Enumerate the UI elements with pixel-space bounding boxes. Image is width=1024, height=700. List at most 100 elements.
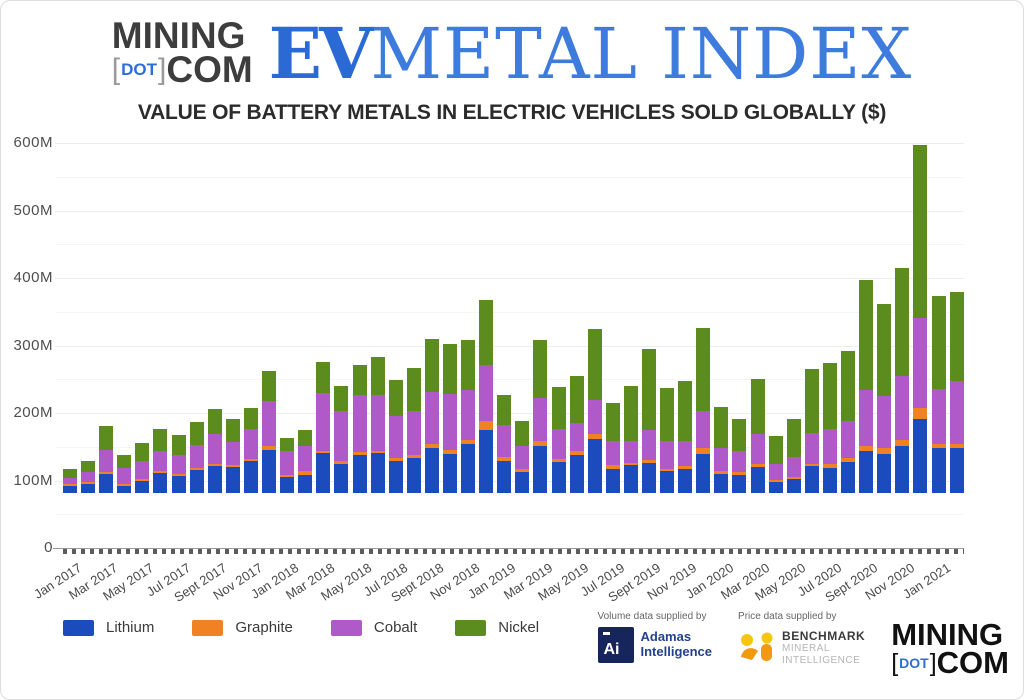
bar-segment-graphite [135,478,150,481]
legend-item-nickel: Nickel [455,619,539,636]
bar-segment-graphite [768,479,783,483]
bar-segment-nickel [569,375,584,424]
bar-segment-nickel [768,436,783,465]
bar-segment-cobalt [949,380,964,444]
bar-feb-2017 [81,460,96,493]
bracket-open: [ [111,53,121,87]
bar-segment-lithium [243,460,258,493]
adamas-logo: Ai Adamas Intelligence [597,627,713,663]
bar-segment-cobalt [642,429,656,460]
bar-segment-cobalt [424,392,439,445]
bar-segment-lithium [895,446,910,493]
legend-label-nickel: Nickel [498,619,540,636]
legend: Lithium Graphite Cobalt Nickel [63,619,539,636]
bar-segment-graphite [479,421,494,430]
bar-segment-graphite [714,470,729,475]
bar-segment-cobalt [153,450,168,472]
bar-jun-2018 [370,357,385,493]
bar-segment-cobalt [135,460,150,479]
bar-segment-nickel [406,368,421,412]
bar-segment-cobalt [841,420,856,458]
bar-segment-graphite [786,477,801,479]
bar-segment-graphite [913,407,928,419]
bar-segment-lithium [370,453,385,493]
bar-segment-nickel [804,368,819,433]
bar-segment-nickel [280,437,295,452]
bar-segment-cobalt [551,428,566,459]
price-data-label: Price data supplied by [738,611,837,622]
bar-jun-2017 [153,428,168,493]
bar-segment-lithium [750,467,765,493]
bar-segment-lithium [461,444,476,493]
bar-segment-lithium [280,476,295,493]
bar-sept-2020 [859,280,874,493]
bar-segment-lithium [262,449,277,493]
adamas-wordmark: Adamas Intelligence [640,629,713,659]
bar-segment-graphite [388,457,403,461]
bar-jul-2017 [171,434,186,493]
bar-segment-nickel [262,370,277,401]
bar-segment-lithium [623,465,638,493]
x-axis-line [53,548,964,549]
bar-segment-cobalt [189,445,204,468]
bar-segment-cobalt [63,478,77,485]
bar-segment-cobalt [81,472,96,483]
bar-jul-2019 [605,402,620,493]
bar-oct-2017 [225,418,240,493]
metal-index-text: METAL INDEX [370,12,913,95]
bar-segment-cobalt [461,390,476,441]
bar-segment-lithium [533,446,548,493]
ev-text: EV [268,11,374,95]
bar-segment-lithium [841,461,856,493]
bar-apr-2020 [768,436,783,493]
bar-segment-cobalt [750,434,765,464]
bar-oct-2018 [442,344,457,493]
bar-segment-lithium [117,485,132,493]
bar-segment-cobalt [913,318,928,408]
com-wordmark: COM [166,49,253,90]
bar-dec-2020 [913,145,928,493]
bar-segment-nickel [370,357,385,395]
bar-segment-graphite [533,441,548,447]
gridline-250m [55,379,964,381]
bar-mar-2019 [533,340,548,493]
bar-segment-cobalt [262,400,277,447]
bar-segment-lithium [298,474,313,493]
bar-segment-graphite [623,462,638,466]
bar-segment-lithium [913,418,928,493]
bar-oct-2020 [877,303,892,493]
legend-item-cobalt: Cobalt [330,619,417,636]
bar-segment-cobalt [768,464,783,480]
bar-segment-graphite [931,444,946,449]
bar-segment-lithium [81,483,96,493]
bar-segment-nickel [642,348,656,430]
bar-segment-nickel [461,340,476,391]
bar-segment-graphite [280,474,295,477]
legend-swatch-nickel [455,619,487,636]
bar-segment-lithium [551,461,566,493]
bar-segment-lithium [804,466,819,493]
bar-segment-cobalt [171,455,186,475]
footer-mining-wordmark: MINING [891,617,1004,652]
bar-segment-lithium [949,447,964,493]
bar-segment-graphite [497,457,512,461]
bar-segment-lithium [732,475,747,493]
bar-mar-2018 [316,362,331,493]
bar-may-2019 [569,375,584,493]
bar-segment-lithium [822,468,837,493]
bar-segment-graphite [424,444,439,448]
bar-segment-nickel [859,280,874,390]
dot-badge: DOT [121,60,157,80]
bar-segment-lithium [225,467,240,493]
bar-segment-cobalt [99,449,114,473]
legend-item-lithium: Lithium [63,619,154,636]
bar-segment-cobalt [623,441,638,463]
bar-segment-nickel [895,268,910,377]
bar-segment-nickel [207,408,222,435]
bar-segment-graphite [171,474,186,477]
bar-segment-cobalt [587,399,602,435]
bar-segment-graphite [660,468,675,471]
bar-segment-cobalt [804,432,819,464]
gridline-300m [55,345,964,347]
